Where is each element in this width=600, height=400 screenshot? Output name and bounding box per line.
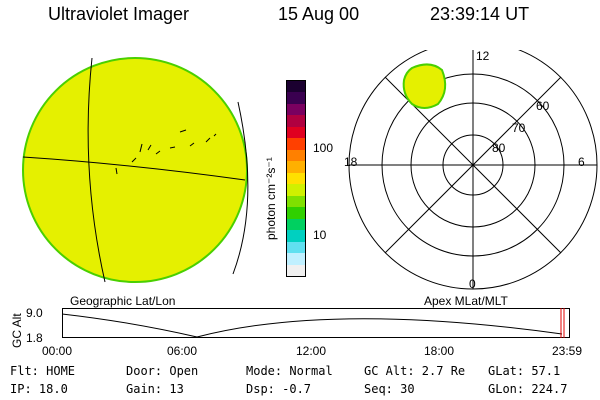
mlat-label-70: 70	[512, 121, 526, 135]
mlat-label-60: 60	[536, 99, 550, 113]
colorbar-swatch	[287, 92, 305, 104]
altitude-xtick-0600: 06:00	[167, 344, 198, 358]
colorbar-swatch	[287, 149, 305, 162]
colorbar-swatch	[287, 207, 305, 219]
mlt-label-18: 18	[344, 155, 358, 169]
colorbar-swatch	[287, 264, 305, 276]
status-mode: Mode: Normal	[246, 364, 333, 378]
status-ip: IP: 18.0	[10, 382, 68, 396]
colorbar-swatch	[287, 161, 305, 173]
colorbar-swatch	[287, 218, 305, 231]
status-dsp: Dsp: -0.7	[246, 382, 312, 396]
status-glon: GLon: 224.7	[488, 382, 568, 396]
date-display: 15 Aug 00	[278, 4, 360, 24]
mlat-label-80: 80	[492, 141, 506, 155]
status-door: Door: Open	[126, 364, 199, 378]
time-display: 23:39:14 UT	[430, 4, 530, 24]
colorbar-swatch	[287, 103, 305, 116]
colorbar-tick-10: 10	[313, 228, 327, 242]
colorbar-swatch	[287, 172, 305, 185]
status-gc-alt: GC Alt: 2.7 Re	[364, 364, 466, 378]
status-glat: GLat: 57.1	[488, 364, 561, 378]
colorbar-swatch	[287, 241, 305, 254]
altitude-curve	[62, 313, 563, 338]
apex-label: Apex MLat/MLT	[424, 294, 508, 308]
polar-mlat-mlt-panel[interactable]: 12 18 6 0 60 70 80	[340, 50, 600, 290]
mlt-label-0: 0	[469, 277, 476, 290]
geo-edge-line	[232, 101, 249, 275]
mlt-label-12: 12	[476, 50, 490, 63]
app-title: Ultraviolet Imager	[48, 4, 190, 24]
earth-disk	[22, 57, 248, 283]
colorbar-swatch	[287, 230, 305, 242]
colorbar-unit-label: photon cm⁻²s⁻¹	[264, 157, 278, 240]
altitude-xtick-1800: 18:00	[424, 344, 455, 358]
altitude-xtick-2359: 23:59	[552, 344, 583, 358]
altitude-ytick-high: 9.0	[26, 306, 43, 320]
colorbar-swatch	[287, 81, 305, 93]
geo-latitude-line	[22, 156, 246, 181]
geo-meridian-line	[87, 57, 106, 283]
altitude-plot[interactable]	[62, 308, 572, 340]
colorbar-tick-100: 100	[313, 141, 334, 155]
status-gain: Gain: 13	[126, 382, 184, 396]
colorbar-swatch	[287, 126, 305, 139]
colorbar	[286, 80, 306, 277]
colorbar-swatch	[287, 115, 305, 127]
colorbar-swatch	[287, 253, 305, 265]
colorbar-swatch	[287, 195, 305, 208]
altitude-xtick-0000: 00:00	[42, 344, 73, 358]
geographic-label: Geographic Lat/Lon	[70, 294, 176, 308]
altitude-xtick-1200: 12:00	[296, 344, 327, 358]
altitude-ytick-low: 1.8	[26, 331, 43, 345]
mlt-label-6: 6	[578, 155, 585, 169]
geographic-image-panel[interactable]	[20, 52, 260, 292]
altitude-ylabel: GC Alt	[10, 313, 24, 348]
colorbar-swatch	[287, 138, 305, 150]
colorbar-swatch	[287, 184, 305, 196]
altitude-plot-frame	[62, 308, 570, 338]
coastline-marks	[115, 129, 217, 175]
polar-diagonal-2	[384, 76, 562, 254]
status-flt: Flt: HOME	[10, 364, 76, 378]
status-seq: Seq: 30	[364, 382, 415, 396]
auroral-spot	[402, 63, 447, 109]
